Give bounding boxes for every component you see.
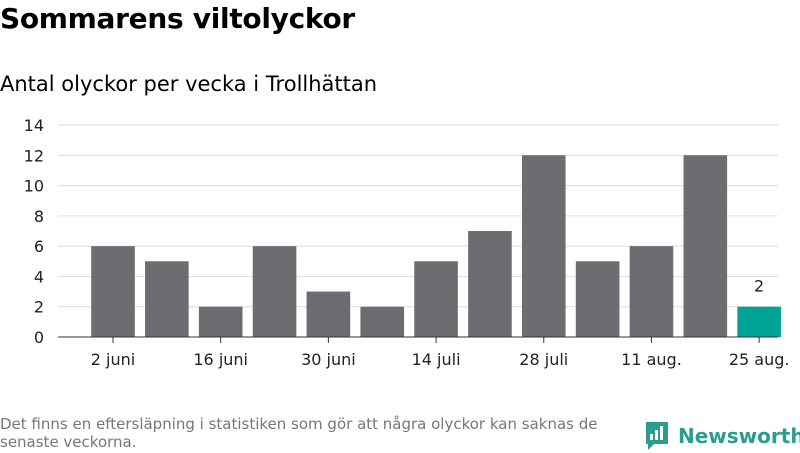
- x-tick-label: 30 juni: [301, 350, 356, 369]
- bar-11-aug: [629, 246, 674, 337]
- x-tick-label: 2 juni: [91, 350, 135, 369]
- x-tick-label: 14 juli: [412, 350, 461, 369]
- bar-28-juli: [521, 155, 566, 337]
- bar-9-juni: [145, 261, 189, 337]
- footnote: Det finns en eftersläpning i statistiken…: [0, 415, 598, 451]
- y-tick-label: 0: [34, 328, 44, 347]
- newsworthy-wordmark: Newsworthy: [678, 424, 800, 448]
- y-tick-label: 12: [24, 146, 44, 165]
- y-tick-label: 4: [34, 267, 44, 286]
- x-tick-label: 28 juli: [519, 350, 568, 369]
- annotations: 2: [754, 277, 764, 296]
- bar-23-juni: [252, 246, 297, 337]
- bar-25-aug: [737, 306, 781, 337]
- y-axis-labels: 0 2 4 6 8 10 12 14: [24, 116, 44, 347]
- y-tick-label: 8: [34, 207, 44, 226]
- y-tick-label: 6: [34, 237, 44, 256]
- x-axis: [58, 336, 778, 343]
- newsworthy-logo-icon: [646, 422, 668, 450]
- chart-title: Sommarens viltolyckor: [0, 2, 355, 35]
- bar-16-juni: [198, 306, 243, 337]
- chart-subtitle: Antal olyckor per vecka i Trollhättan: [0, 72, 378, 96]
- x-tick-label: 25 aug.: [729, 350, 790, 369]
- x-tick-label: 11 aug.: [621, 350, 682, 369]
- bars: [91, 155, 781, 337]
- y-tick-label: 14: [24, 116, 44, 135]
- bar-30-juni: [306, 291, 351, 337]
- bar-2-juni: [91, 246, 135, 337]
- x-tick-label: 16 juni: [193, 350, 248, 369]
- bar-7-juli: [360, 306, 405, 337]
- highlight-data-label: 2: [754, 277, 764, 296]
- bar-14-juli: [414, 261, 458, 337]
- bar-21-juli: [468, 231, 512, 337]
- bar-4-aug: [575, 261, 620, 337]
- bar-18-aug: [683, 155, 728, 337]
- y-tick-label: 2: [34, 298, 44, 317]
- x-axis-labels: 2 juni 16 juni 30 juni 14 juli 28 juli 11 aug…: [91, 350, 790, 369]
- newsworthy-logo: Newsworthy: [644, 419, 800, 453]
- y-tick-label: 10: [24, 177, 44, 196]
